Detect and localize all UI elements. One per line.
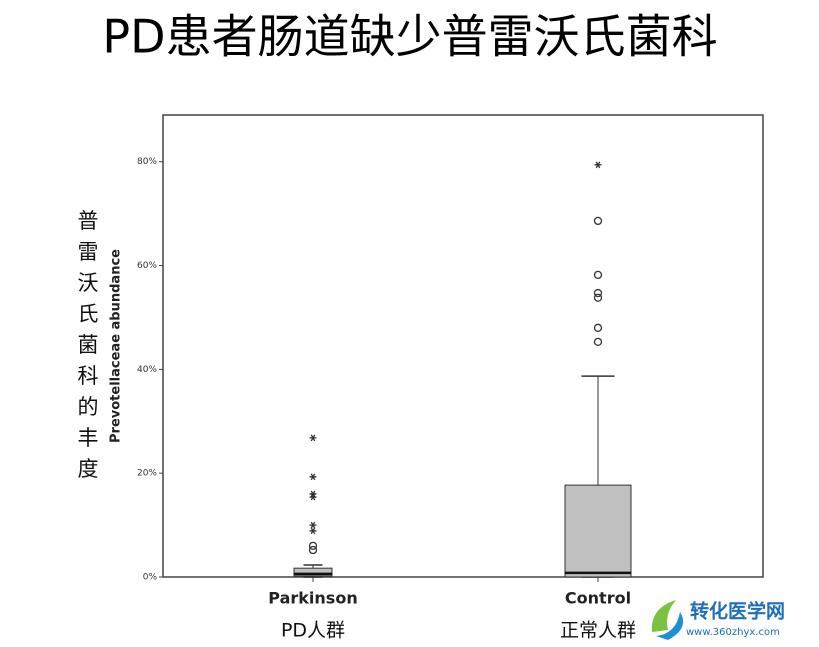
extreme [309,434,317,442]
x-tick-label: Control [565,589,631,608]
chart-title: PD患者肠道缺少普雷沃氏菌科 [102,10,717,64]
watermark-name: 转化医学网 [690,600,785,623]
x-tick-label: Parkinson [268,589,357,608]
extreme [309,493,317,501]
watermark-logo [651,600,676,632]
watermark-logo [656,612,684,640]
outlier [593,216,603,226]
plot-frame [162,114,764,578]
y-axis-label-cn: 普雷沃氏菌科的丰度 [78,209,99,481]
outlier [308,545,318,555]
outlier [593,270,603,280]
y-tick-label: 0% [143,573,158,583]
x-tick-label-cn: 正常人群 [560,620,636,642]
extreme [309,521,317,529]
y-tick-label: 80% [137,157,157,167]
box [293,567,333,577]
y-tick-label: 20% [137,469,157,479]
outlier [593,293,603,302]
y-tick-label: 60% [137,261,157,271]
box [564,484,632,578]
extreme [594,161,602,169]
watermark-url: www.360zhyx.com [686,627,780,638]
outlier [308,541,318,551]
x-tick-label-cn: PD人群 [281,620,345,642]
extreme [309,527,317,535]
y-axis-label: Prevotellaceae abundance [109,249,124,443]
outlier [593,337,603,346]
outlier [593,288,603,298]
watermark: 转化医学网 www.360zhyx.com [651,600,785,640]
outlier [593,323,603,332]
extreme [309,473,317,481]
y-tick-label: 40% [137,365,157,375]
